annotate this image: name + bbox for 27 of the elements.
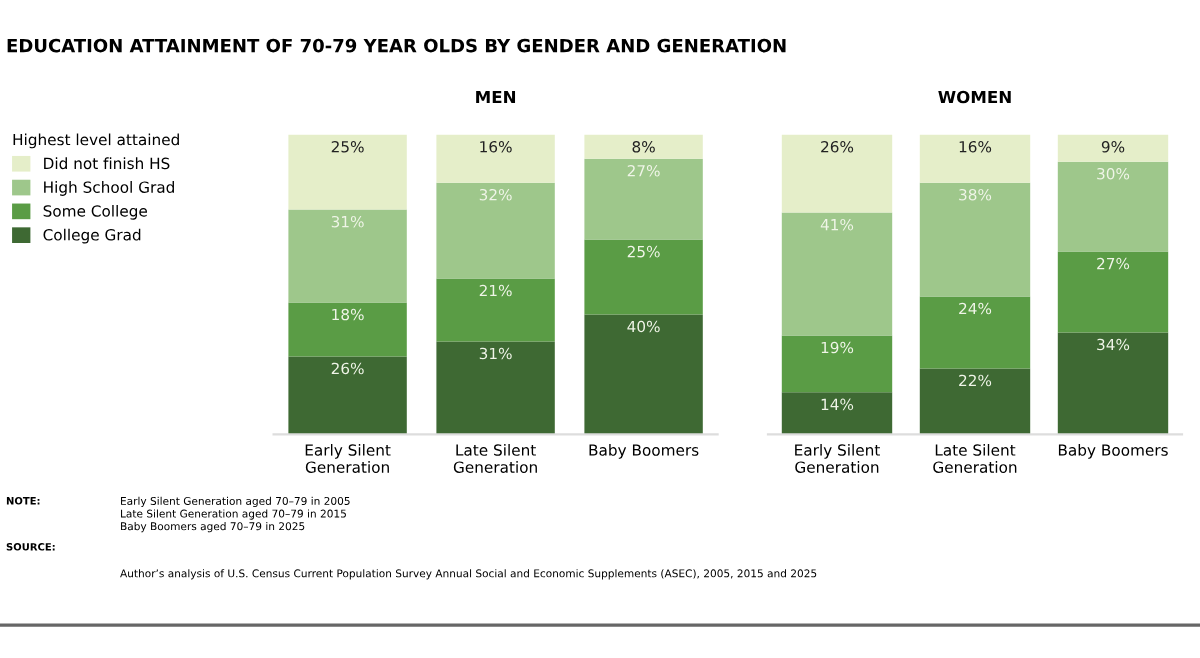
- bar: [288, 356, 407, 435]
- bar: [584, 239, 703, 315]
- bar: [436, 182, 555, 279]
- bar: [436, 278, 555, 342]
- bar: [781, 134, 893, 213]
- bar: [288, 209, 407, 303]
- bar: [919, 182, 1031, 297]
- bar: [1057, 161, 1169, 252]
- bar: [919, 296, 1031, 369]
- bar: [436, 341, 555, 435]
- bar: [584, 314, 703, 435]
- text: EDUCATION ATTAINMENT OF 70-79 YEAR OLDS BY GENDER AND GENERATION: [7, 38, 786, 53]
- bar: [288, 302, 407, 357]
- chart-title: WOMEN: [938, 90, 1011, 104]
- bar: [584, 158, 703, 240]
- bar: [781, 335, 893, 393]
- bar: [919, 368, 1031, 435]
- bar: [781, 392, 893, 435]
- bar: [1057, 332, 1169, 435]
- bar: [288, 134, 407, 210]
- bar: [1057, 134, 1169, 162]
- bar: [919, 134, 1031, 183]
- bar: [781, 212, 893, 336]
- chart-title: MEN: [476, 90, 516, 104]
- bar: [584, 134, 703, 159]
- bar: [1057, 251, 1169, 333]
- bar: [436, 134, 555, 183]
